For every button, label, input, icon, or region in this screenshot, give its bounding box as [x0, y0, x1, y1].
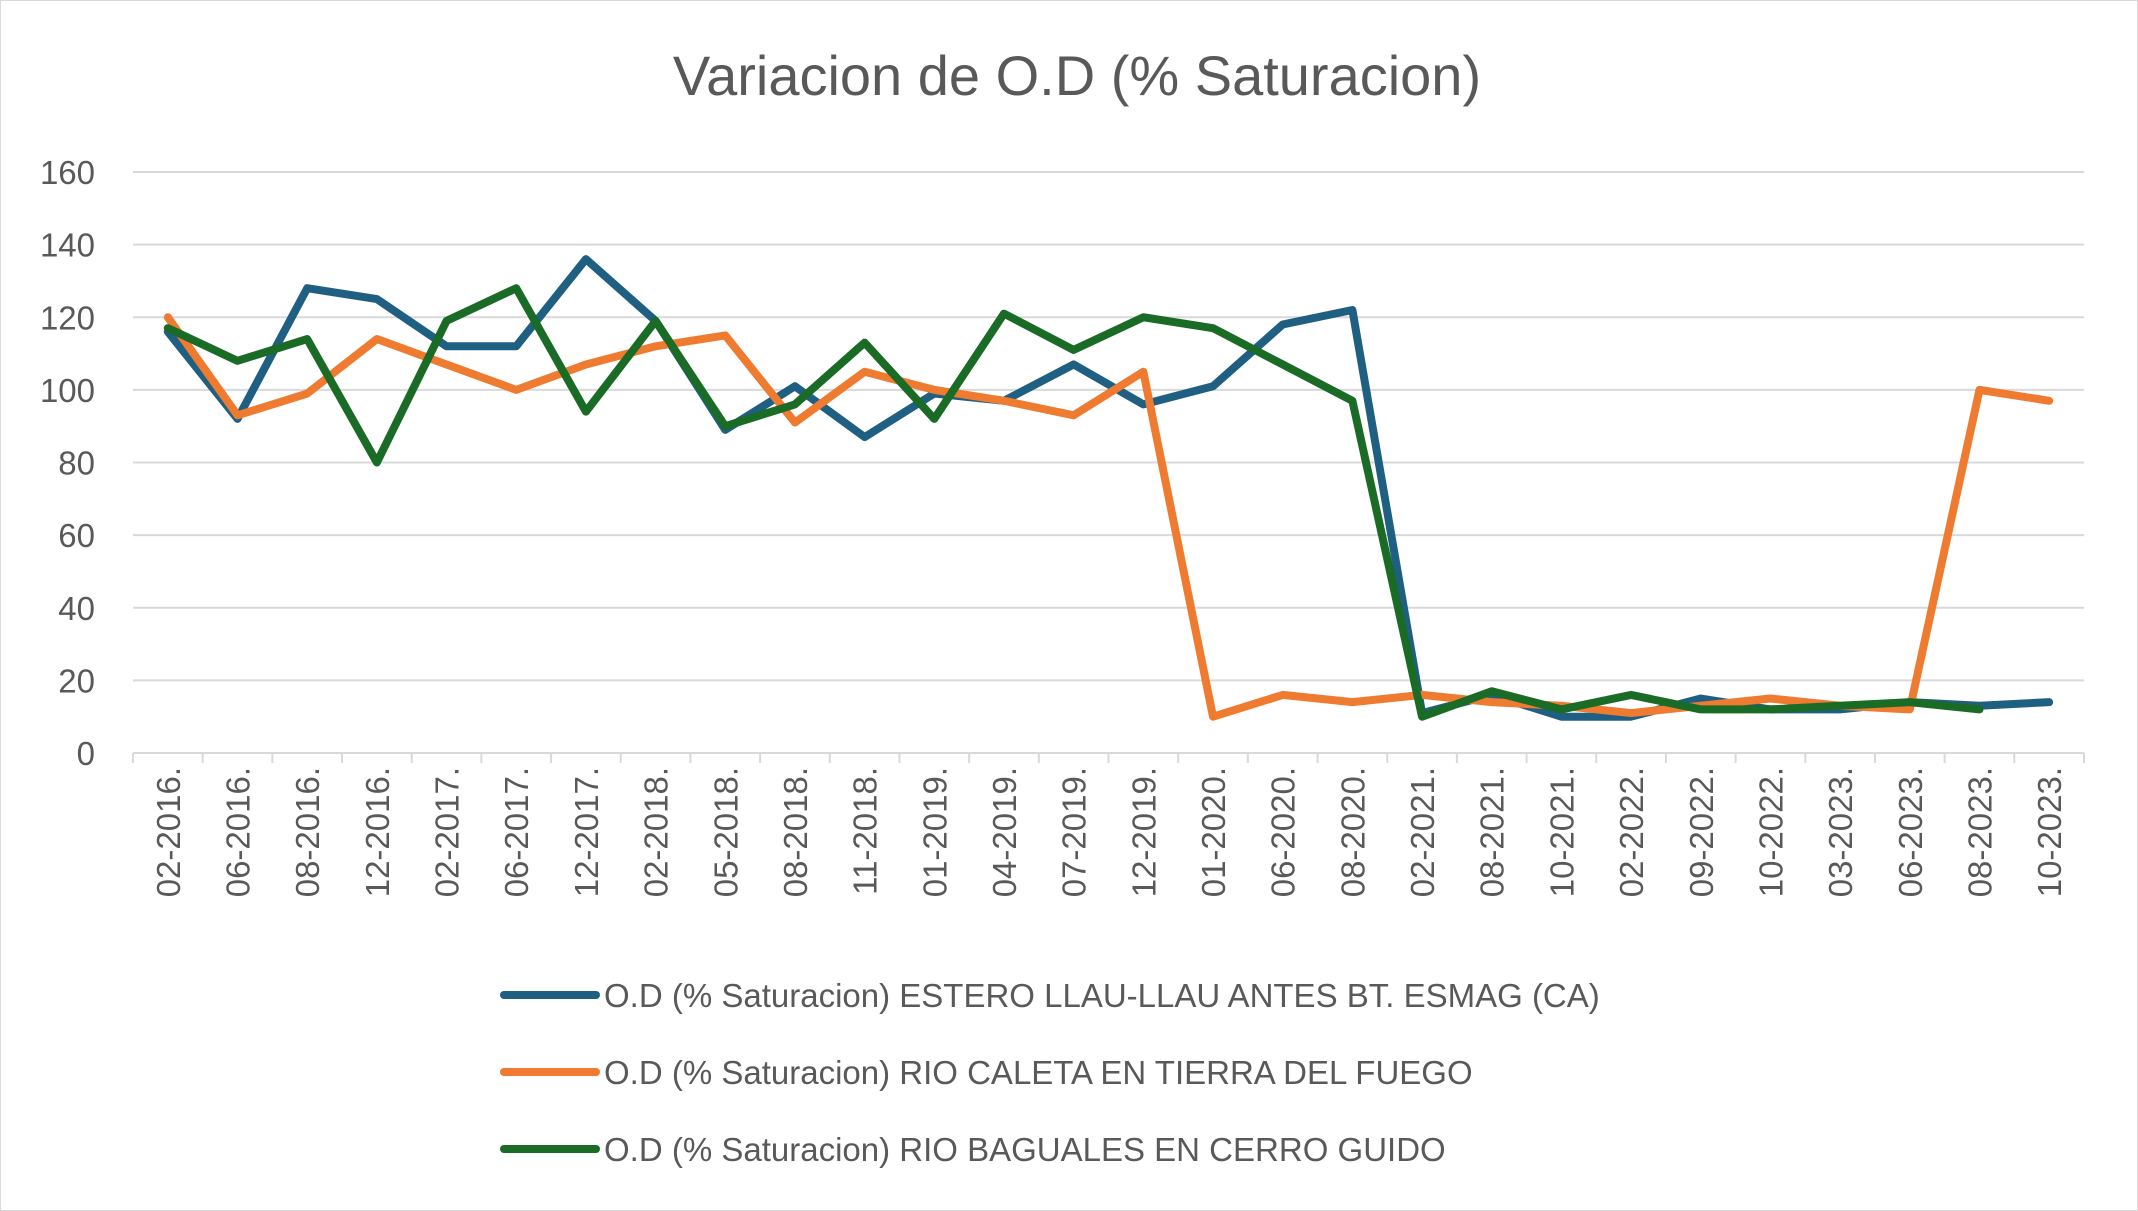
y-tick-label: 160 [40, 154, 95, 191]
legend-item: O.D (% Saturacion) RIO CALETA EN TIERRA … [500, 1054, 1473, 1091]
x-tick-label: 12-2019. [1125, 767, 1162, 897]
x-tick-label: 09-2022. [1683, 767, 1720, 897]
x-tick-label: 06-2020. [1265, 767, 1302, 897]
x-tick-label: 06-2016. [220, 767, 257, 897]
y-tick-label: 60 [58, 517, 95, 554]
legend-label: O.D (% Saturacion) RIO CALETA EN TIERRA … [604, 1054, 1473, 1091]
series-line-1 [163, 255, 2054, 721]
x-tick-label: 02-2022. [1613, 767, 1650, 897]
series-line-2 [163, 313, 2054, 721]
x-tick-label: 10-2022. [1752, 767, 1789, 897]
x-tick-label: 10-2023. [2031, 767, 2068, 897]
chart-title: Variacion de O.D (% Saturacion) [673, 44, 1481, 107]
y-tick-label: 100 [40, 372, 95, 409]
x-tick-label: 11-2018. [847, 767, 884, 895]
x-tick-label: 12-2016. [359, 767, 396, 897]
legend-item: O.D (% Saturacion) ESTERO LLAU-LLAU ANTE… [500, 977, 1600, 1014]
x-tick-label: 01-2019. [916, 767, 953, 897]
x-tick-label: 01-2020. [1195, 767, 1232, 897]
x-tick-label: 08-2018. [777, 767, 814, 897]
x-tick-label: 02-2018. [638, 767, 675, 897]
x-tick-label: 03-2023. [1822, 767, 1859, 897]
legend-label: O.D (% Saturacion) RIO BAGUALES EN CERRO… [604, 1131, 1446, 1168]
legend-label: O.D (% Saturacion) ESTERO LLAU-LLAU ANTE… [604, 977, 1600, 1014]
y-tick-label: 140 [40, 227, 95, 264]
gridlines [133, 171, 2084, 682]
x-tick-label: 10-2021. [1543, 767, 1580, 897]
y-tick-label: 20 [58, 662, 95, 699]
x-tick-label: 02-2016. [150, 767, 187, 897]
y-tick-label: 0 [77, 735, 95, 772]
series-line-3 [163, 284, 1984, 721]
x-tick-label: 07-2019. [1056, 767, 1093, 897]
x-tick-label: 02-2021. [1404, 767, 1441, 897]
x-axis-tick-labels: 02-2016. 06-2016. 08-2016. 12-2016. 02-2017.… [150, 767, 2068, 897]
x-tick-label: 06-2017. [498, 767, 535, 897]
y-axis: 0 20 40 60 80 100 120 140 160 [40, 154, 95, 772]
x-tick-label: 08-2016. [289, 767, 326, 897]
legend-item: O.D (% Saturacion) RIO BAGUALES EN CERRO… [500, 1131, 1446, 1168]
x-tick-label: 02-2017. [429, 767, 466, 897]
x-tick-label: 08-2021. [1474, 767, 1511, 897]
x-tick-label: 08-2020. [1334, 767, 1371, 897]
x-tick-label: 04-2019. [986, 767, 1023, 897]
x-tick-label: 05-2018. [707, 767, 744, 897]
x-tick-label: 12-2017. [568, 767, 605, 897]
y-tick-label: 120 [40, 299, 95, 336]
x-tick-label: 06-2023. [1892, 767, 1929, 897]
x-axis [132, 752, 2085, 763]
series-lines [163, 255, 2054, 721]
y-tick-label: 80 [58, 445, 95, 482]
x-tick-label: 08-2023. [1961, 767, 1998, 897]
y-tick-label: 40 [58, 590, 95, 627]
legend: O.D (% Saturacion) ESTERO LLAU-LLAU ANTE… [500, 977, 1600, 1168]
